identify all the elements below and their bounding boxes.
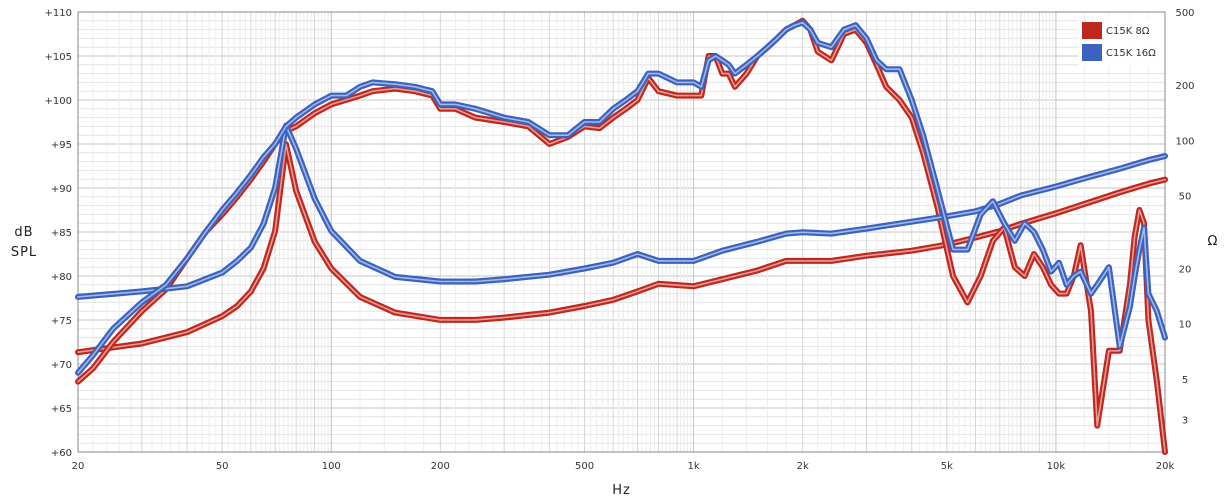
y-left-axis-label-line1: dB: [14, 225, 33, 240]
legend-label-8ohm: C15K 8Ω: [1106, 26, 1150, 37]
series-spl-8ohm-inner: [77, 20, 1166, 453]
y-left-tick-label: +90: [51, 184, 72, 195]
series-impedance-8ohm-inner: [77, 143, 1166, 353]
y-left-tick-label: +70: [51, 360, 72, 371]
x-tick-label: 1k: [688, 461, 700, 472]
x-tick-label: 50: [216, 461, 229, 472]
legend-swatch-16ohm: [1082, 44, 1102, 61]
y-left-tick-label: +95: [51, 140, 72, 151]
x-tick-label: 5k: [941, 461, 953, 472]
x-tick-label: 100: [322, 461, 341, 472]
y-left-tick-label: +80: [51, 272, 72, 283]
y-left-axis-ticks: +60 +65 +70 +75 +80 +85 +90 +95 +100 +105 +110: [45, 8, 72, 459]
y-left-axis-label-line2: SPL: [11, 245, 37, 260]
y-right-tick-label: 10: [1179, 320, 1192, 331]
series-spl-16ohm-inner: [77, 21, 1166, 374]
x-tick-label: 20k: [1156, 461, 1175, 472]
y-left-tick-label: +60: [51, 448, 72, 459]
y-left-tick-label: +85: [51, 228, 72, 239]
legend-swatch-8ohm: [1082, 22, 1102, 39]
series-impedance-8ohm-outer: [75, 141, 1168, 356]
series-impedance-16ohm-inner: [77, 124, 1166, 298]
y-right-axis-ticks: 3 5 10 20 50 100 200 500: [1175, 8, 1194, 427]
y-left-tick-label: +75: [51, 316, 72, 327]
y-left-tick-label: +100: [45, 96, 72, 107]
x-axis-ticks: 20 50 100 200 500 1k 2k 5k 10k 20k: [72, 461, 1175, 472]
x-tick-label: 200: [431, 461, 450, 472]
x-tick-label: 500: [575, 461, 594, 472]
legend-label-16ohm: C15K 16Ω: [1106, 48, 1156, 59]
y-right-tick-label: 5: [1182, 375, 1188, 386]
y-right-tick-label: 50: [1179, 191, 1192, 202]
x-axis-label: Hz: [612, 483, 631, 498]
y-left-tick-label: +105: [45, 52, 72, 63]
y-right-tick-label: 100: [1175, 136, 1194, 147]
x-tick-label: 2k: [797, 461, 809, 472]
series-spl-8ohm-outer: [75, 17, 1168, 455]
y-right-tick-label: 3: [1182, 416, 1188, 427]
x-tick-label: 20: [72, 461, 85, 472]
y-right-tick-label: 500: [1175, 8, 1194, 19]
y-left-tick-label: +110: [45, 8, 72, 19]
legend: C15K 8Ω C15K 16Ω: [1078, 18, 1164, 66]
plot-frame: [77, 11, 1166, 453]
y-left-tick-label: +65: [51, 404, 72, 415]
y-right-tick-label: 200: [1175, 81, 1194, 92]
series-layer: [75, 17, 1168, 455]
y-right-tick-label: 20: [1179, 265, 1192, 276]
y-right-axis-label: Ω: [1208, 234, 1219, 249]
x-tick-label: 10k: [1047, 461, 1066, 472]
series-impedance-16ohm-outer: [75, 122, 1168, 300]
